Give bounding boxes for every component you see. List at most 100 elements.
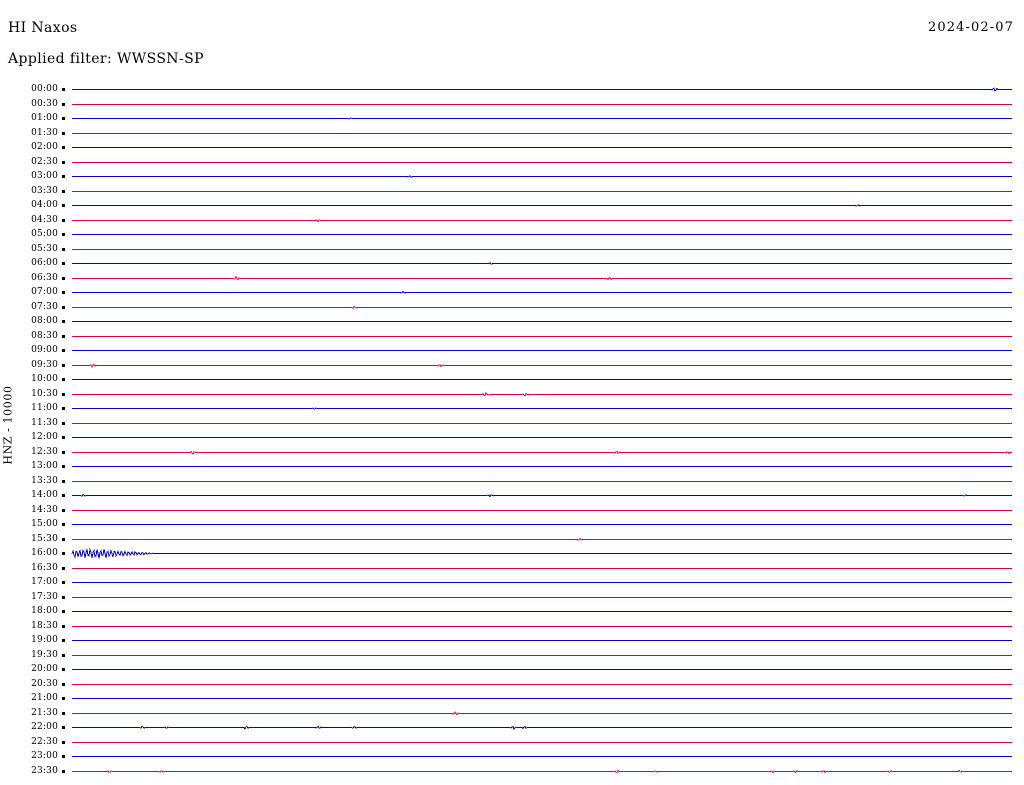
station-title: HI Naxos [8,20,78,36]
trace-time-label: 13:30 [31,475,58,486]
trace-waveform [71,662,1013,677]
trace-time-label: 00:00 [31,84,58,94]
trace-row: 12:00 [0,433,1024,451]
trace-tick-mark [62,247,65,251]
trace-row: 04:30 [0,215,1024,234]
trace-row: 09:00 [0,346,1024,364]
trace-row: 06:00 [0,259,1024,277]
trace-waveform [71,619,1013,634]
trace-tick-mark [62,88,65,91]
trace-tick-mark [62,320,65,323]
trace-time-label: 21:30 [31,707,58,718]
trace-row: 20:00 [0,665,1024,683]
trace-time-label: 18:00 [31,606,58,616]
trace-tick-mark [62,407,65,410]
trace-tick-mark [62,639,65,642]
trace-time-label: 08:00 [31,316,58,326]
trace-row: 13:00 [0,462,1024,480]
trace-waveform [71,227,1013,242]
trace-row: 07:30 [0,302,1024,321]
trace-tick-mark [62,349,65,352]
trace-waveform [71,155,1013,170]
trace-time-label: 23:30 [31,765,58,776]
trace-waveform [71,271,1013,286]
trace-waveform [71,358,1013,373]
trace-tick-mark [62,102,65,106]
trace-time-label: 04:30 [31,214,58,225]
trace-row: 05:30 [0,244,1024,263]
trace-time-label: 23:00 [31,751,58,761]
trace-time-label: 19:00 [31,635,58,645]
trace-tick-mark [62,479,65,483]
trace-row: 20:30 [0,679,1024,698]
trace-row: 14:00 [0,491,1024,509]
trace-time-label: 03:30 [31,185,58,196]
trace-time-label: 18:30 [31,620,58,631]
trace-row: 23:00 [0,752,1024,770]
trace-row: 00:30 [0,99,1024,118]
trace-waveform [71,343,1013,358]
trace-tick-mark [62,508,65,512]
trace-row: 19:00 [0,636,1024,654]
trace-time-label: 09:00 [31,345,58,355]
trace-time-label: 15:30 [31,533,58,544]
trace-waveform [71,430,1013,445]
trace-tick-mark [62,392,65,396]
trace-waveform [71,677,1013,692]
trace-time-label: 20:30 [31,678,58,689]
trace-tick-mark [62,668,65,671]
trace-waveform [71,140,1013,155]
trace-row: 11:30 [0,418,1024,437]
trace-waveform [72,648,1013,663]
trace-time-label: 10:00 [31,374,58,384]
trace-tick-mark [62,769,65,773]
trace-time-label: 02:30 [31,156,58,167]
trace-time-label: 12:00 [31,432,58,442]
applied-filter-label: Applied filter: WWSSN-SP [8,51,204,67]
trace-row: 22:30 [0,737,1024,756]
trace-time-label: 06:30 [31,272,58,283]
trace-tick-mark [62,218,65,222]
trace-tick-mark [62,117,65,120]
trace-time-label: 16:30 [31,562,58,573]
trace-time-label: 21:00 [31,693,58,703]
trace-row: 03:00 [0,172,1024,190]
trace-tick-mark [62,595,65,599]
trace-waveform [71,691,1013,706]
trace-row: 21:30 [0,708,1024,727]
trace-tick-mark [62,233,65,236]
trace-row: 06:30 [0,273,1024,292]
trace-time-label: 02:00 [31,142,58,152]
trace-row: 23:30 [0,766,1024,785]
trace-waveform [71,387,1013,402]
trace-row: 01:00 [0,114,1024,132]
trace-waveform [71,184,1013,199]
trace-waveform [72,474,1013,489]
trace-tick-mark [62,740,65,744]
trace-row: 00:00 [0,85,1024,103]
trace-row: 22:00 [0,723,1024,741]
trace-waveform [71,459,1013,474]
trace-waveform [71,590,1013,605]
trace-tick-mark [62,653,65,657]
trace-time-label: 01:30 [31,127,58,138]
trace-tick-mark [62,711,65,715]
trace-tick-mark [62,363,65,367]
trace-waveform [71,532,1013,547]
trace-waveform [71,503,1013,518]
trace-tick-mark [62,305,65,309]
trace-time-label: 19:30 [31,649,58,660]
trace-row: 01:30 [0,128,1024,147]
trace-waveform [71,735,1012,750]
trace-waveform [71,82,1013,97]
trace-tick-mark [62,610,65,613]
trace-waveform [71,242,1013,257]
trace-tick-mark [62,189,65,193]
trace-tick-mark [62,131,65,135]
trace-tick-mark [62,537,65,541]
trace-row: 16:30 [0,563,1024,582]
trace-row: 02:30 [0,157,1024,176]
trace-tick-mark [62,682,65,686]
trace-time-label: 04:00 [31,200,58,210]
trace-waveform [71,126,1013,141]
